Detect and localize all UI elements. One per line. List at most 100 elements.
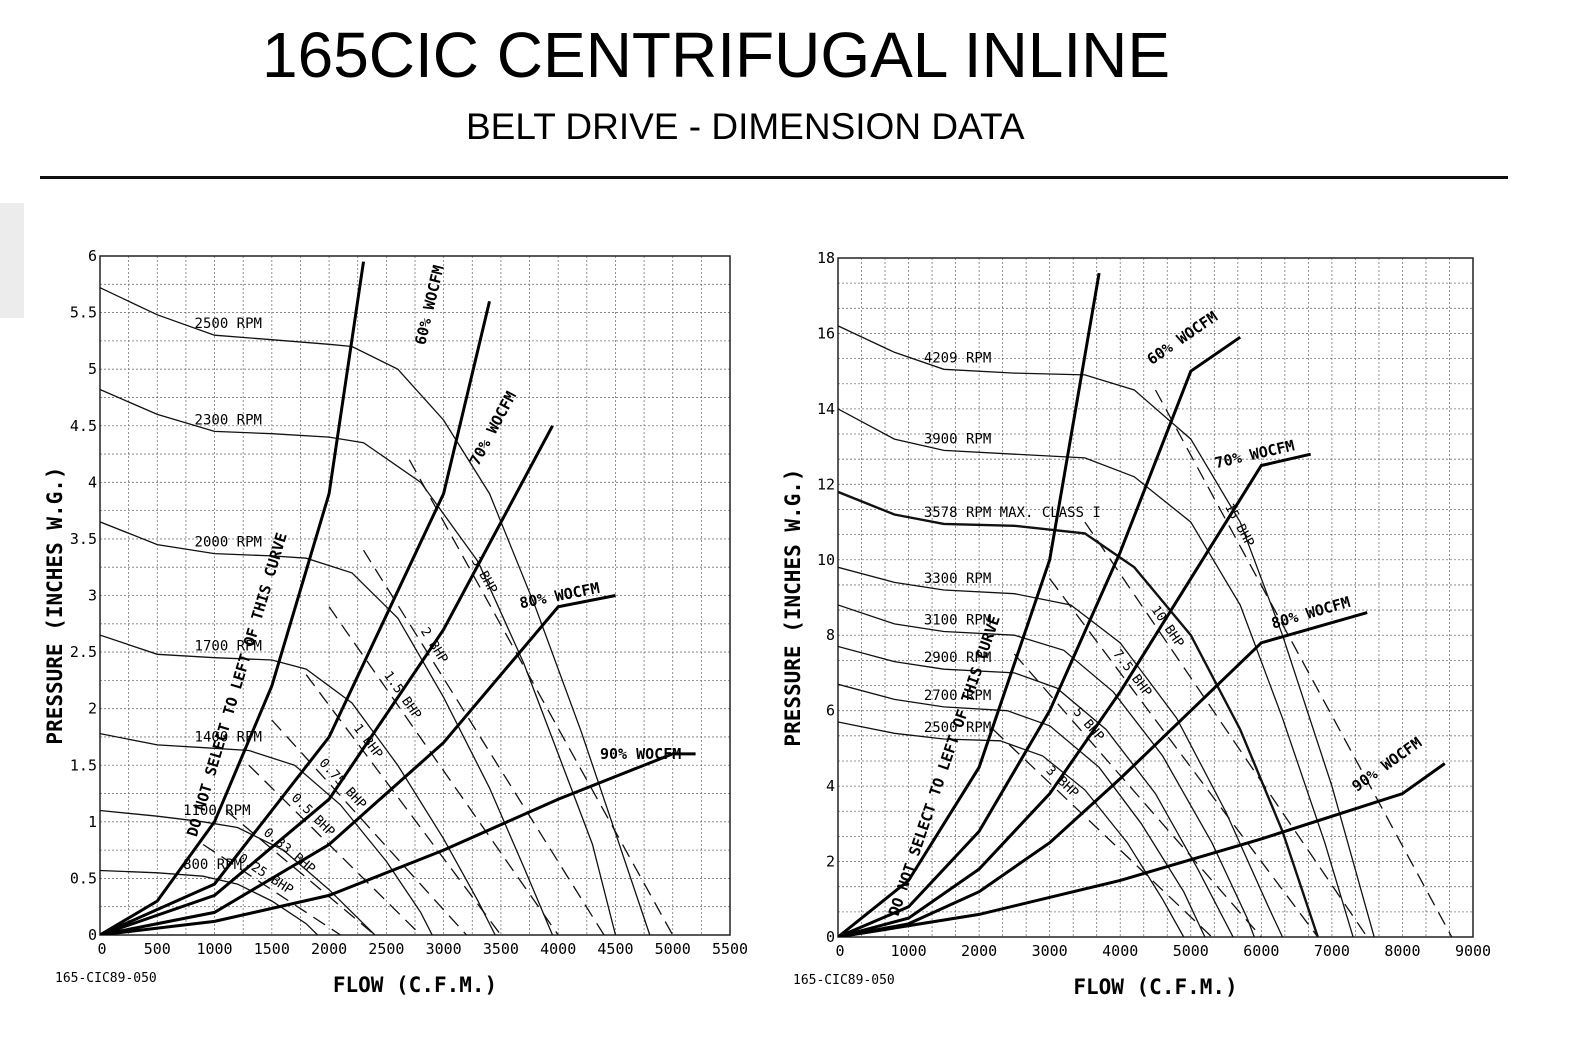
rpm-curve [100, 869, 319, 935]
y-tick-label: 2 [826, 853, 835, 871]
wocfm-line [838, 611, 1368, 937]
y-tick-label: 6 [826, 702, 835, 720]
x-tick-label: 500 [144, 940, 171, 958]
bhp-line [408, 459, 674, 935]
x-tick-label: 7000 [1314, 942, 1350, 960]
x-tick-label: 1000 [196, 940, 232, 958]
x-tick-label: 5500 [712, 940, 748, 958]
x-tick-label: 3000 [426, 940, 462, 958]
rpm-label: 2700 RPM [924, 688, 991, 704]
page-title: 165CIC CENTRIFUGAL INLINE [262, 19, 1171, 91]
plot-frame [837, 257, 1474, 938]
y-tick-label: 0 [88, 926, 97, 944]
x-tick-label: 0 [835, 942, 844, 960]
x-tick-label: 4500 [597, 940, 633, 958]
rpm-curve [838, 490, 1319, 937]
y-tick-label: 2.5 [70, 643, 97, 661]
x-tick-label: 9000 [1455, 942, 1491, 960]
rpm-curve [838, 721, 1185, 937]
x-tick-label: 1500 [254, 940, 290, 958]
y-tick-label: 5.5 [70, 304, 97, 322]
x-tick-label: 3000 [1032, 942, 1068, 960]
bhp-line [202, 843, 341, 935]
rpm-label: 3100 RPM [924, 612, 991, 628]
y-tick-label: 16 [817, 324, 835, 342]
wocfm-line [100, 594, 616, 935]
wocfm-label: 90% WOCFM [600, 745, 681, 763]
y-tick-label: 5 [88, 360, 97, 378]
x-tick-label: 5000 [1173, 942, 1209, 960]
x-tick-label: 4000 [540, 940, 576, 958]
wocfm-line [100, 300, 491, 935]
y-tick-label: 4 [826, 777, 835, 795]
rpm-label: 3300 RPM [924, 571, 991, 587]
y-tick-label: 8 [826, 626, 835, 644]
bhp-line [1154, 389, 1453, 937]
rpm-label: 1100 RPM [183, 803, 250, 819]
bhp-line [271, 719, 467, 935]
x-tick-label: 2000 [961, 942, 997, 960]
bhp-line [225, 810, 376, 935]
rpm-curve [838, 683, 1206, 937]
y-tick-label: 3.5 [70, 530, 97, 548]
rpm-label: 2500 RPM [195, 316, 262, 332]
y-tick-label: 12 [817, 475, 835, 493]
drawing-code: 165-CIC89-050 [793, 973, 895, 988]
wocfm-label: 70% WOCFM [1213, 436, 1296, 472]
drawing-code: 165-CIC89-050 [55, 971, 157, 986]
scan-margin-mark [0, 203, 24, 318]
header-divider [40, 176, 1508, 179]
wocfm-line [100, 261, 365, 935]
rpm-curve [838, 325, 1375, 937]
y-tick-label: 4.5 [70, 417, 97, 435]
x-tick-label: 1000 [890, 942, 926, 960]
rpm-curve [838, 566, 1284, 937]
y-tick-label: 1.5 [70, 756, 97, 774]
rpm-label: 4209 RPM [924, 350, 991, 366]
rpm-label: 2300 RPM [195, 412, 262, 428]
bhp-line [362, 549, 605, 935]
wocfm-line [838, 762, 1446, 937]
x-tick-label: 8000 [1384, 942, 1420, 960]
y-tick-label: 10 [817, 551, 835, 569]
wocfm-line [100, 752, 696, 935]
rpm-curve [838, 645, 1234, 937]
rpm-curve [100, 634, 496, 935]
bhp-line [248, 764, 422, 935]
rpm-curve [100, 732, 433, 935]
wocfm-line [100, 425, 554, 935]
rpm-label: 2000 RPM [195, 535, 262, 551]
rpm-curve [100, 809, 376, 935]
bhp-line [328, 606, 559, 935]
x-tick-label: 2000 [311, 940, 347, 958]
bhp-line [992, 729, 1213, 937]
y-tick-label: 14 [817, 400, 835, 418]
wocfm-line [838, 335, 1242, 937]
rpm-curve [100, 521, 554, 935]
x-tick-label: 6000 [1243, 942, 1279, 960]
rpm-curve [100, 388, 617, 935]
rpm-label: 1400 RPM [195, 729, 262, 745]
y-tick-label: 0.5 [70, 869, 97, 887]
bhp-line [1013, 653, 1262, 937]
y-tick-label: 3 [88, 587, 97, 605]
y-tick-label: 6 [88, 247, 97, 265]
x-axis-label: FLOW (C.F.M.) [333, 973, 497, 997]
wocfm-line [838, 272, 1101, 937]
rpm-label: 2900 RPM [924, 650, 991, 666]
bhp-label: 15 BHP [1221, 501, 1257, 550]
x-tick-label: 2500 [368, 940, 404, 958]
rpm-label: 3900 RPM [924, 431, 991, 447]
wocfm-line [838, 452, 1312, 937]
rpm-label: 3578 RPM MAX. CLASS I [924, 505, 1101, 521]
bhp-line [1049, 578, 1319, 937]
rpm-curve [838, 408, 1354, 937]
rpm-label: 2500 RPM [924, 720, 991, 736]
x-axis-label: FLOW (C.F.M.) [1073, 975, 1237, 999]
y-tick-label: 18 [817, 249, 835, 267]
rpm-curve [838, 604, 1255, 937]
y-tick-label: 1 [88, 813, 97, 831]
y-tick-label: 4 [88, 473, 97, 491]
page-subtitle: BELT DRIVE - DIMENSION DATA [466, 106, 1025, 147]
